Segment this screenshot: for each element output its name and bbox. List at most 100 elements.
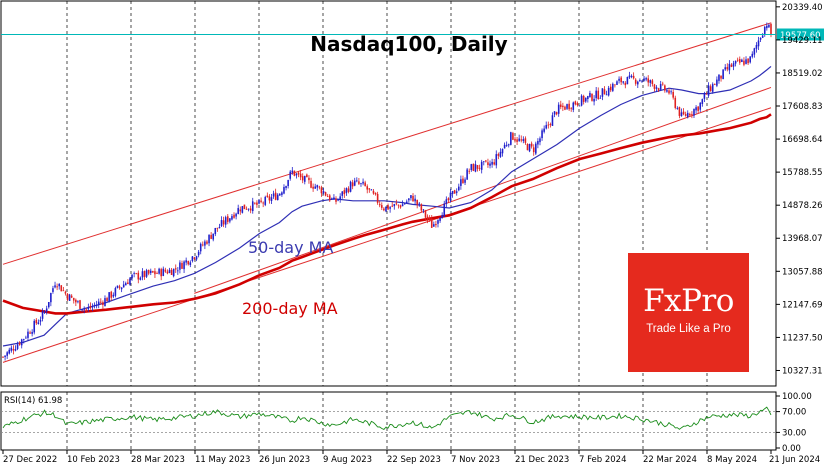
candle-body (195, 256, 198, 260)
candle-body (66, 293, 69, 300)
x-tick-label: 27 Dec 2022 (3, 455, 57, 465)
candle-body (351, 182, 354, 187)
candle-body (31, 331, 33, 334)
candle-body (711, 84, 714, 92)
candle-body (601, 88, 604, 97)
candle-body (314, 186, 316, 189)
candle-body (131, 274, 133, 279)
moving-averages (2, 65, 772, 347)
candle-body (41, 311, 44, 319)
candle-body (95, 304, 98, 307)
candle-body (545, 125, 548, 129)
candle-body (433, 224, 435, 227)
candle-body (220, 220, 223, 227)
candle-body (114, 288, 117, 296)
candle-body (441, 215, 443, 219)
candle-body (634, 79, 637, 84)
candle-body (133, 273, 135, 274)
ma50-label: 50-day MA (248, 238, 333, 257)
candle-body (18, 342, 21, 345)
candle-body (260, 200, 262, 202)
candle-body (485, 160, 487, 162)
candle-body (649, 80, 652, 83)
candle-body (614, 84, 616, 86)
candle-body (97, 301, 100, 306)
candle-body (472, 163, 475, 171)
candle-body (239, 209, 242, 212)
candle-body (291, 170, 294, 173)
candle-body (414, 198, 416, 202)
candle-body (680, 112, 683, 117)
candle-body (597, 90, 600, 100)
candle-body (343, 190, 346, 195)
candle-body (87, 307, 90, 310)
candle-body (763, 26, 766, 36)
candle-body (393, 204, 396, 207)
candle-body (43, 311, 46, 313)
y-tick-label: 13968.07 (782, 234, 823, 244)
candle-body (143, 271, 146, 277)
candle-body (297, 172, 300, 175)
candle-body (216, 227, 219, 229)
candle-body (137, 272, 140, 280)
candle-body (476, 165, 479, 169)
x-axis-ticks: 27 Dec 2022 10 Feb 2023 28 Mar 2023 11 May … (2, 450, 820, 465)
candle-body (149, 270, 152, 273)
candle-body (397, 204, 400, 206)
candle-body (584, 97, 587, 102)
candle-body (491, 161, 493, 165)
candle-body (91, 306, 94, 308)
candle-body (262, 202, 264, 204)
candle-body (668, 90, 670, 94)
candle-body (235, 213, 237, 217)
candle-body (303, 175, 306, 182)
candle-body (378, 204, 381, 206)
candle-body (12, 349, 15, 351)
x-tick-label: 7 Feb 2024 (579, 455, 627, 465)
candle-body (716, 79, 718, 86)
candle-body (753, 48, 756, 55)
candle-body (730, 64, 733, 67)
candle-body (709, 86, 712, 92)
candle-body (310, 180, 312, 188)
candle-body (218, 226, 221, 229)
candle-body (197, 251, 200, 256)
candle-body (574, 101, 577, 105)
candle-body (124, 283, 127, 286)
candle-body (202, 244, 204, 246)
candle-body (353, 180, 356, 186)
candle-body (707, 85, 710, 96)
candle-body (64, 291, 67, 294)
candle-body (256, 202, 258, 205)
candle-body (543, 128, 545, 132)
candle-body (112, 294, 115, 297)
candle-body (135, 273, 138, 275)
candle-body (512, 133, 514, 140)
candle-body (233, 214, 235, 218)
candle-body (270, 197, 273, 201)
candle-body (466, 169, 468, 180)
candle-body (734, 60, 737, 64)
candle-body (501, 149, 504, 154)
candle-body (295, 173, 298, 176)
candle-body (170, 269, 173, 275)
candle-body (718, 74, 720, 81)
candle-body (689, 113, 691, 116)
rsi-line (2, 406, 772, 430)
candle-body (72, 297, 75, 301)
candle-body (193, 257, 196, 259)
candle-body (189, 262, 192, 265)
candle-body (559, 104, 562, 108)
candle-body (179, 262, 181, 270)
candle-body (383, 208, 385, 211)
candle-body (249, 208, 252, 211)
candle-body (659, 84, 662, 90)
candle-body (70, 295, 73, 298)
candle-body (104, 298, 106, 307)
candle-body (199, 243, 202, 252)
candle-body (422, 209, 425, 211)
candle-body (139, 277, 142, 280)
candle-body (751, 53, 754, 57)
candle-body (645, 78, 647, 80)
candle-body (745, 59, 747, 64)
